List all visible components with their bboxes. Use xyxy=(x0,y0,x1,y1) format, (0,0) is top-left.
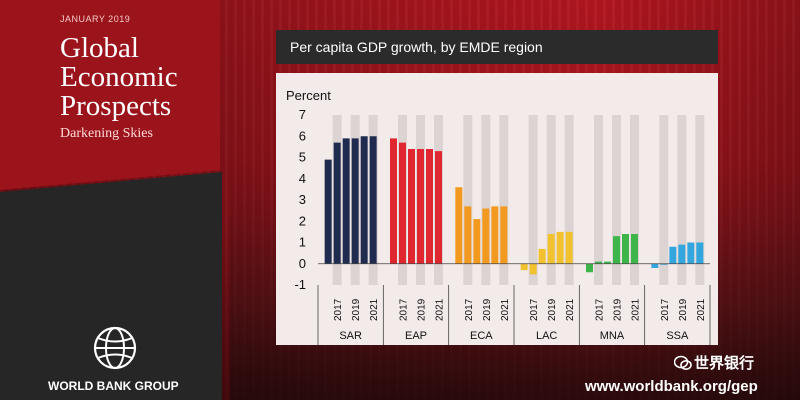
group-label: LAC xyxy=(536,330,557,342)
y-tick-label: 2 xyxy=(299,213,306,228)
y-tick-label: 3 xyxy=(299,192,306,207)
wechat-icon xyxy=(674,355,692,370)
x-tick-label: 2017 xyxy=(464,298,475,321)
group-label: ECA xyxy=(470,330,493,342)
highlight-band xyxy=(630,115,639,285)
bar-eap-2018 xyxy=(408,149,415,264)
chart-title: Per capita GDP growth, by EMDE region xyxy=(290,39,543,55)
highlight-band xyxy=(695,115,705,285)
highlight-band xyxy=(528,115,538,285)
y-tick-label: 7 xyxy=(299,107,306,122)
report-edition: JANUARY 2019 xyxy=(60,14,131,24)
bar-eca-2018 xyxy=(473,219,481,264)
bar-eca-2016 xyxy=(455,187,463,264)
chart-title-bar xyxy=(276,30,718,64)
y-tick-label: 0 xyxy=(299,256,306,271)
bar-sar-2019 xyxy=(351,138,359,264)
x-tick-label: 2019 xyxy=(613,298,624,321)
bar-mna-2019 xyxy=(613,236,620,264)
group-label: EAP xyxy=(405,330,427,342)
highlight-band xyxy=(677,115,687,285)
cover-red-panel xyxy=(0,0,220,170)
highlight-band xyxy=(594,115,603,285)
bar-sar-2017 xyxy=(333,142,341,264)
bar-lac-2019 xyxy=(547,234,555,264)
bar-eap-2016 xyxy=(390,138,397,264)
x-tick-label: 2017 xyxy=(529,298,540,321)
x-tick-label: 2017 xyxy=(399,298,410,321)
cover-dark-panel xyxy=(0,172,222,400)
watermark-chinese: 世界银行 xyxy=(694,355,755,372)
bar-ssa-2021 xyxy=(696,242,704,264)
group-label: SAR xyxy=(339,330,362,342)
x-tick-label: 2019 xyxy=(678,298,689,321)
organization-name: WORLD BANK GROUP xyxy=(48,379,179,393)
x-tick-label: 2019 xyxy=(482,298,493,321)
bar-mna-2021 xyxy=(631,234,638,264)
report-title-line-3: Prospects xyxy=(60,90,172,122)
bar-lac-2017 xyxy=(529,263,537,275)
highlight-band xyxy=(499,115,509,285)
x-tick-label: 2019 xyxy=(547,298,558,321)
bar-ssa-2019 xyxy=(678,244,686,264)
x-tick-label: 2019 xyxy=(351,298,362,321)
y-tick-label: 6 xyxy=(299,128,306,143)
bar-mna-2017 xyxy=(595,261,602,264)
highlight-band xyxy=(612,115,621,285)
bar-eap-2021 xyxy=(435,151,442,264)
highlight-band xyxy=(564,115,574,285)
bar-sar-2020 xyxy=(360,136,368,264)
bar-eap-2017 xyxy=(399,142,406,264)
bar-lac-2018 xyxy=(538,248,546,264)
bar-eca-2021 xyxy=(500,206,508,264)
report-title-line-2: Economic xyxy=(60,61,178,93)
x-tick-label: 2017 xyxy=(660,298,671,321)
highlight-band xyxy=(659,115,669,285)
bar-mna-2018 xyxy=(604,261,611,264)
bar-ssa-2020 xyxy=(687,242,695,264)
bar-ssa-2018 xyxy=(669,246,677,264)
x-tick-label: 2021 xyxy=(369,298,380,321)
bar-mna-2020 xyxy=(622,234,629,264)
x-tick-label: 2021 xyxy=(696,298,707,321)
bar-ssa-2016 xyxy=(651,263,659,268)
group-label: MNA xyxy=(600,330,625,342)
bar-eca-2020 xyxy=(491,206,499,264)
bar-lac-2020 xyxy=(556,231,564,264)
group-label: SSA xyxy=(666,330,689,342)
x-tick-label: 2021 xyxy=(500,298,511,321)
world-bank-globe-icon xyxy=(93,326,137,370)
bar-sar-2016 xyxy=(324,159,332,264)
bar-eca-2017 xyxy=(464,206,472,264)
bar-sar-2018 xyxy=(342,138,350,264)
y-axis-label: Percent xyxy=(286,88,331,103)
x-tick-label: 2021 xyxy=(631,298,642,321)
x-tick-label: 2021 xyxy=(435,298,446,321)
bar-mna-2016 xyxy=(586,263,593,273)
watermark-url: www.worldbank.org/gep xyxy=(585,378,758,395)
highlight-band xyxy=(463,115,473,285)
bar-ssa-2017 xyxy=(660,263,668,265)
report-subtitle: Darkening Skies xyxy=(60,126,153,141)
bar-eca-2019 xyxy=(482,208,490,264)
highlight-band xyxy=(481,115,491,285)
report-title-line-1: Global xyxy=(60,32,139,64)
y-tick-label: -1 xyxy=(294,277,306,292)
bar-eap-2019 xyxy=(417,149,424,264)
highlight-band xyxy=(546,115,556,285)
x-tick-label: 2017 xyxy=(333,298,344,321)
bar-lac-2016 xyxy=(520,263,528,271)
x-tick-label: 2017 xyxy=(595,298,606,321)
bar-lac-2021 xyxy=(565,231,573,264)
y-tick-label: 5 xyxy=(299,150,306,165)
y-tick-label: 4 xyxy=(299,171,306,186)
bar-sar-2021 xyxy=(369,136,377,264)
bar-eap-2020 xyxy=(426,149,433,264)
bar-chart: Percent -1 0 1 2 3 4 5 6 7 2017 2019 2021 SAR 2017 2019… xyxy=(286,88,711,345)
y-tick-label: 1 xyxy=(299,235,306,250)
x-tick-label: 2021 xyxy=(565,298,576,321)
x-tick-label: 2019 xyxy=(417,298,428,321)
